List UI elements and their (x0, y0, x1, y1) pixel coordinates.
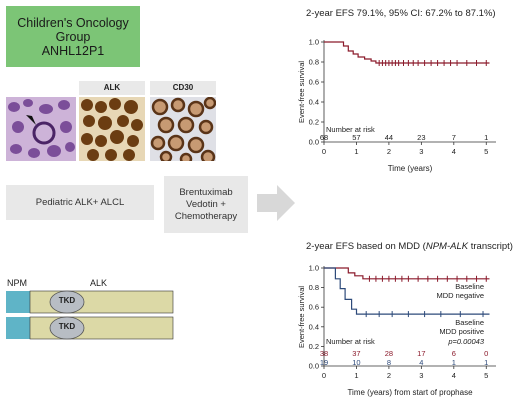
cd30-stain-label: CD30 (150, 81, 216, 95)
chart1-km-curve (324, 41, 490, 64)
disease-label: Pediatric ALK+ ALCL (35, 197, 125, 208)
study-line-3: ANHL12P1 (41, 43, 105, 58)
npm-segment-2 (6, 317, 32, 339)
study-box: Children's Oncology Group ANHL12P1 (6, 6, 140, 67)
npm-label: NPM (7, 278, 27, 288)
chart2-y-tick-label: 0.8 (309, 283, 319, 292)
chart1-risk-title: Number at risk (326, 125, 375, 134)
chart1-risk-value: 23 (417, 133, 425, 142)
tkd-label-1: TKD (58, 296, 76, 305)
chart1-y-tick-label: 1.0 (309, 38, 319, 47)
chart1-x-axis-label: Time (years) (388, 164, 433, 173)
tkd-domain-1 (49, 290, 85, 314)
chart1-x-tick-label: 0 (322, 147, 326, 156)
chart2-risk-value-negative: 28 (385, 349, 393, 358)
chart2-title: 2-year EFS based on MDD (NPM-ALK transcr… (306, 241, 513, 252)
chart2-legend-positive-line2: MDD positive (439, 327, 484, 336)
chart2-y-tick-label: 0.4 (309, 322, 319, 331)
chart2-risk-value-positive: 10 (352, 358, 360, 367)
chart2-title-suffix: transcript) (468, 241, 513, 252)
chart2-y-tick-label: 1.0 (309, 264, 319, 273)
chart2-p-value: p=0.00043 (447, 337, 484, 346)
chart2-y-tick-label: 0.0 (309, 362, 319, 371)
chart2-x-axis-label: Time (years) from start of prophase (347, 388, 473, 397)
he-histology-image (6, 97, 76, 161)
chart2-y-tick-label: 0.2 (309, 342, 319, 351)
chart2-y-tick-label: 0.6 (309, 303, 319, 312)
npm-segment-1 (6, 291, 32, 313)
tkd-domain-2 (49, 316, 85, 340)
chart2-x-tick-label: 0 (322, 371, 326, 380)
chart2-risk-title: Number at risk (326, 337, 375, 346)
chart2-x-tick-label: 1 (354, 371, 358, 380)
chart2-risk-value-positive: 1 (484, 358, 488, 367)
chart1-y-tick-label: 0.0 (309, 138, 319, 147)
chart1-x-tick-label: 5 (484, 147, 488, 156)
chart2-risk-value-negative: 37 (352, 349, 360, 358)
chart2-risk-value-positive: 8 (387, 358, 391, 367)
treatment-line-2: Vedotin + (186, 198, 226, 210)
treatment-box: Brentuximab Vedotin + Chemotherapy (164, 176, 248, 233)
chart2-mdd-negative-curve (324, 267, 490, 280)
chart2-x-tick-label: 5 (484, 371, 488, 380)
chart2-title-prefix: 2-year EFS based on MDD ( (306, 241, 426, 252)
treatment-line-3: Chemotherapy (174, 210, 238, 222)
chart2-risk-value-negative: 6 (452, 349, 456, 358)
chart2-risk-value-positive: 19 (320, 358, 328, 367)
cd30-stain-image (150, 97, 216, 161)
chart1-title: 2-year EFS 79.1%, 95% CI: 67.2% to 87.1%… (306, 8, 496, 19)
chart2-risk-value-positive: 4 (419, 358, 423, 367)
alk-label: ALK (90, 278, 108, 288)
chart2-legend-negative-line2: MDD negative (436, 291, 484, 300)
chart2-risk-value-negative: 0 (484, 349, 488, 358)
chart2-x-tick-label: 3 (419, 371, 423, 380)
chart2-legend-positive-line1: Baseline (455, 318, 484, 327)
npm-alk-fusion-diagram (6, 290, 174, 340)
chart1-y-tick-label: 0.8 (309, 58, 319, 67)
chart1-risk-value: 57 (352, 133, 360, 142)
alk-stain-image (79, 97, 145, 161)
disease-box: Pediatric ALK+ ALCL (6, 185, 154, 220)
flow-arrow (257, 185, 295, 221)
chart1-x-tick-label: 2 (387, 147, 391, 156)
alk-stain-label: ALK (79, 81, 145, 95)
chart1-y-axis-label: Event-free survival (297, 61, 306, 123)
chart1-y-tick-label: 0.2 (309, 118, 319, 127)
chart2-risk-value-negative: 17 (417, 349, 425, 358)
chart1-risk-value: 44 (385, 133, 393, 142)
chart1-x-tick-label: 4 (452, 147, 456, 156)
chart2-x-tick-label: 4 (452, 371, 456, 380)
chart1-risk-value: 1 (484, 133, 488, 142)
chart2-y-axis-label: Event-free survival (297, 286, 306, 348)
chart2-title-italic: NPM-ALK (425, 241, 469, 252)
study-line-2: Group (55, 29, 91, 44)
chart1-risk-value: 68 (320, 133, 328, 142)
chart1-x-tick-label: 3 (419, 147, 423, 156)
chart1-y-tick-label: 0.4 (309, 98, 319, 107)
chart2-x-tick-label: 2 (387, 371, 391, 380)
chart1-risk-value: 7 (452, 133, 456, 142)
treatment-line-1: Brentuximab (179, 186, 233, 198)
tkd-label-2: TKD (58, 322, 76, 331)
study-line-1: Children's Oncology (17, 15, 129, 30)
chart2-mdd-positive-curve (324, 267, 490, 315)
chart2-risk-value-negative: 38 (320, 349, 328, 358)
chart2-legend-negative-line1: Baseline (455, 282, 484, 291)
chart1-y-tick-label: 0.6 (309, 78, 319, 87)
chart1-x-tick-label: 1 (354, 147, 358, 156)
chart2-risk-value-positive: 1 (452, 358, 456, 367)
